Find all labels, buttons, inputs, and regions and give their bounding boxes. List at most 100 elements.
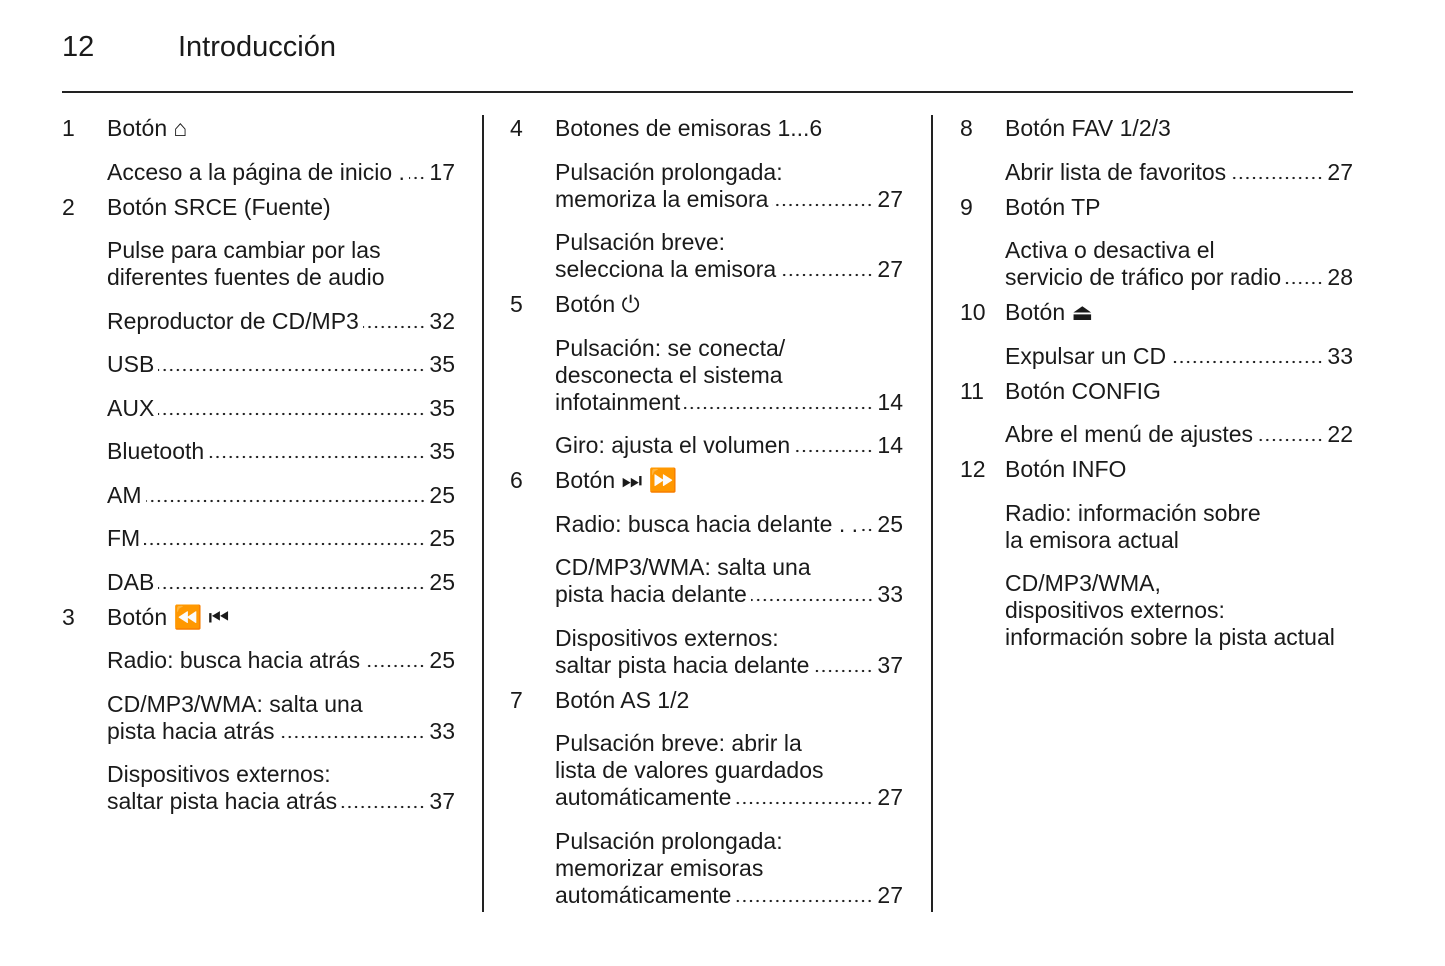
leader-dots	[145, 498, 426, 503]
entry-text: servicio de tráfico por radio	[1005, 264, 1282, 290]
entry-text: pista hacia atrás	[107, 717, 275, 744]
page-ref: 35	[429, 438, 455, 464]
entry-line: Dispositivos externos:	[555, 624, 779, 651]
page-ref: 32	[429, 307, 455, 334]
item: Botón INFO 12 Radio: información sobre la e…	[960, 456, 1353, 651]
page-ref: 28	[1327, 264, 1353, 290]
entry-line: información sobre la pista actual	[1005, 624, 1335, 650]
item-number: 2	[62, 193, 75, 220]
entry-text: FM	[107, 525, 141, 551]
item-title: Botón CONFIG 11	[960, 377, 1161, 404]
entry-text: saltar pista hacia atrás	[107, 788, 338, 814]
leader-dots	[158, 411, 426, 416]
entry-line: CD/MP3/WMA: salta una	[555, 554, 811, 580]
entry-line: Pulsación prolongada:	[555, 827, 783, 854]
entry: Dispositivos externos: saltar pista hacia…	[510, 625, 903, 679]
entry: AUX 35	[62, 395, 455, 422]
leader-dots	[158, 585, 426, 590]
page-ref: 25	[429, 568, 455, 595]
entry-text: automáticamente	[555, 881, 732, 908]
entry-line: automáticamente 27	[555, 882, 903, 909]
leader-dots	[278, 734, 426, 739]
entry-line: diferentes fuentes de audio	[107, 264, 385, 290]
leader-dots	[341, 805, 426, 809]
column: Botón FAV 1/2/3 8 Abrir lista de favoritos…	[960, 115, 1353, 651]
page-ref: 25	[429, 525, 455, 551]
item-title: Botón ⏪ ⏮ 3	[62, 603, 230, 630]
page-ref: 37	[429, 788, 455, 814]
item: Botón TP 9 Activa o desactiva el servicio d…	[960, 194, 1353, 292]
page-ref: 27	[877, 256, 903, 282]
entry: Abre el menú de ajustes 22	[960, 421, 1353, 448]
entry: Pulsación breve: selecciona la emisora 27	[510, 229, 903, 283]
leader-dots	[362, 324, 426, 329]
entry: AM 25	[62, 482, 455, 509]
entry-text: AM	[107, 481, 142, 508]
page-ref: 25	[429, 481, 455, 508]
entry-line: Reproductor de CD/MP3 32	[107, 308, 455, 335]
entry-line: CD/MP3/WMA: salta una	[107, 690, 363, 717]
entry-line: AM 25	[107, 482, 455, 509]
item-number: 4	[510, 115, 523, 141]
item: Botón ⌂ 1 Acceso a la página de inicio . 17	[62, 115, 455, 186]
entry-text: DAB	[107, 568, 155, 595]
entry-line: Pulse para cambiar por las	[107, 237, 381, 263]
item-number: 8	[960, 115, 973, 141]
entry-text: Bluetooth	[107, 438, 205, 464]
column-divider	[482, 115, 484, 912]
item-number: 6	[510, 467, 523, 493]
item: Botón ⏻ 5 Pulsación: se conecta/desconecta…	[510, 291, 903, 459]
entry: Pulsación breve: abrir la lista de valore…	[510, 730, 903, 811]
page-ref: 35	[429, 351, 455, 377]
item: Botón ⏏ 10 Expulsar un CD 33	[960, 299, 1353, 370]
leader-dots	[813, 668, 874, 673]
entry-line: AUX 35	[107, 395, 455, 422]
entry-text: Giro: ajusta el volumen	[555, 432, 791, 458]
entry-text: Radio: busca hacia atrás	[107, 647, 361, 673]
leader-dots	[780, 273, 874, 277]
leader-dots	[794, 449, 874, 453]
page-number: 12	[62, 31, 95, 63]
entry-line: memorizar emisoras	[555, 854, 764, 881]
page-ref: 27	[1327, 158, 1353, 185]
page-ref: 25	[877, 510, 903, 537]
entry-line: Acceso a la página de inicio . 17	[107, 159, 455, 186]
item-number: 1	[62, 115, 75, 141]
header-rule	[62, 91, 1353, 93]
column: Botones de emisoras 1...6 4 Pulsación prol…	[510, 115, 903, 909]
item-title: Botón ⏻ 5	[510, 291, 640, 317]
entry: Acceso a la página de inicio . 17	[62, 159, 455, 186]
entry-line: memoriza la emisora 27	[555, 186, 903, 213]
item-number: 10	[960, 299, 986, 325]
entry-line: Pulsación: se conecta/	[555, 334, 786, 361]
page-ref: 22	[1327, 421, 1353, 447]
page-ref: 14	[877, 432, 903, 458]
leader-dots	[735, 898, 874, 903]
entry-line: pista hacia delante 33	[555, 581, 903, 608]
item: Botones de emisoras 1...6 4 Pulsación prol…	[510, 115, 903, 283]
leader-dots	[1170, 359, 1324, 364]
entry-line: FM 25	[107, 525, 455, 552]
item-number: 11	[960, 377, 984, 404]
entry-line: Expulsar un CD 33	[1005, 343, 1353, 370]
entry: CD/MP3/WMA: salta una pista hacia delante…	[510, 554, 903, 608]
entry-line: Dispositivos externos:	[107, 761, 331, 787]
item-title: Botón ⌂ 1	[62, 115, 188, 141]
page-ref: 27	[877, 881, 903, 908]
entry-line: Radio: busca hacia delante . . 25	[555, 511, 903, 538]
item: Botón SRCE (Fuente) 2 Pulse para cambiar p…	[62, 194, 455, 596]
leader-dots	[144, 542, 426, 546]
item-title: Botón TP 9	[960, 193, 1101, 220]
entry-line: Giro: ajusta el volumen 14	[555, 432, 903, 459]
leader-dots	[1230, 175, 1324, 180]
entry: Radio: busca hacia delante . . 25	[510, 511, 903, 538]
page-ref: 14	[877, 388, 903, 415]
entry-text: USB	[107, 351, 155, 377]
page-ref: 37	[877, 651, 903, 678]
entry-line: USB 35	[107, 351, 455, 378]
entry-text: pista hacia delante	[555, 581, 747, 607]
leader-dots	[1257, 438, 1324, 442]
entry-line: servicio de tráfico por radio 28	[1005, 264, 1353, 291]
entry-text: Expulsar un CD	[1005, 342, 1167, 369]
page-ref: 33	[429, 717, 455, 744]
